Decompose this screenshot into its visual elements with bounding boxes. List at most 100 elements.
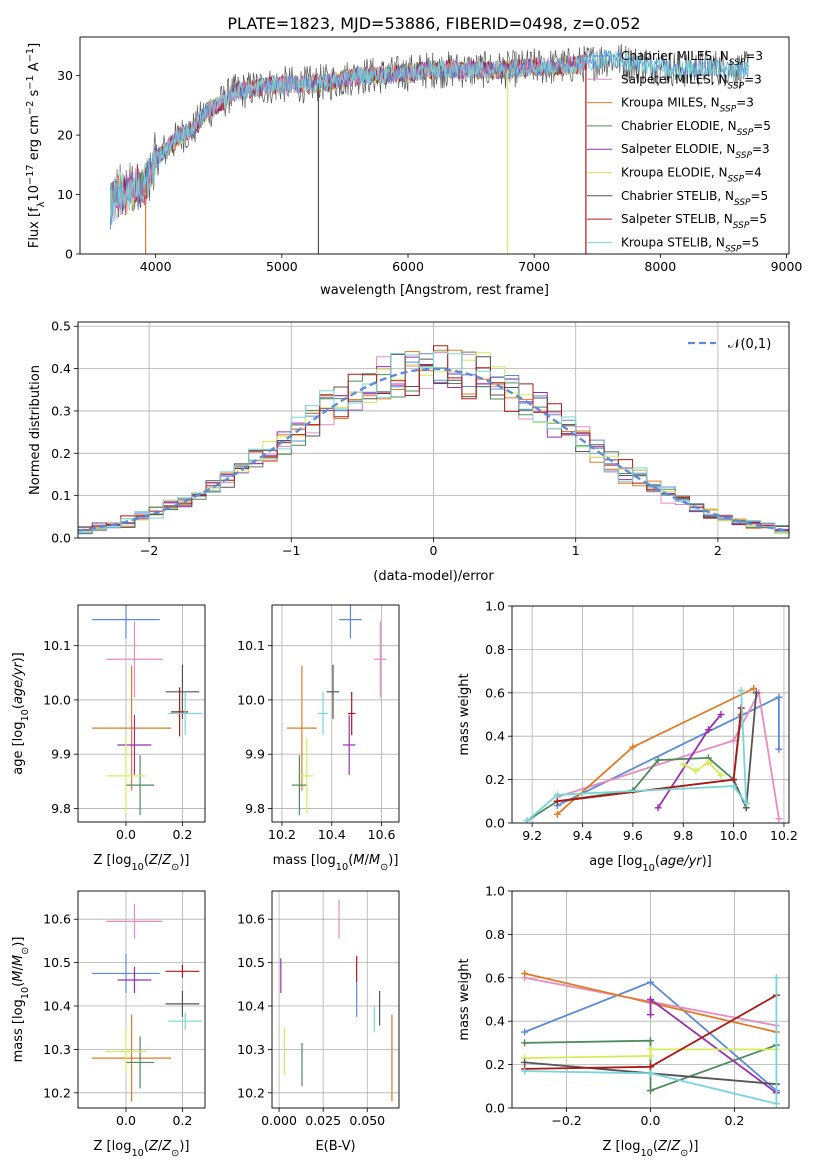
series-marker-kroupa_elodie [647,1052,654,1060]
tick-label-y: 0.0 [51,531,71,546]
tick-label-y: 9.8 [245,801,265,816]
series-line-kroupa_stelib [524,977,778,1105]
tick-label-y: 0.3 [51,403,71,418]
chart-age-vs-mass: 10.2 10.4 10.6 9.8 9.9 10.0 10.1 mass [log10(M/… [237,604,400,873]
series-marker-chabrier_miles [775,745,783,753]
series-marker-kroupa_elodie [679,760,687,768]
tick-label-x: 10.4 [318,827,346,842]
y-axis-label: mass weight [457,958,472,1040]
tick-label-y: 0.0 [485,1101,505,1116]
plot-area [92,605,203,815]
series-marker-chabrier_stelib [752,689,760,697]
legend-label-gaussian: 𝒩(0,1) [728,337,771,352]
axes-frame [79,36,790,255]
series-marker-salpeter_stelib [730,776,738,784]
tick-label-x: 10.2 [268,827,296,842]
plot-area [521,969,780,1108]
tick-label-y: 9.9 [245,747,265,762]
series-marker-salpeter_elodie [654,804,662,812]
legend-label-chabrier_miles: Chabrier MILES, NSSP=3 [621,49,763,68]
x-axis-label: (data-model)/error [373,569,494,584]
series-marker-salpeter_elodie [647,1011,654,1019]
tick-label-x: 10.6 [368,827,396,842]
tick-label-x: 7000 [518,259,550,274]
tick-label-x: 0.0 [116,827,136,842]
series-marker-kroupa_stelib [553,791,561,799]
series-line-kroupa_elodie [682,761,722,776]
tick-label-y: 10.5 [237,955,265,970]
tick-label-y: 10.0 [237,692,265,707]
tick-label-y: 10.3 [237,1042,265,1057]
x-axis-label: wavelength [Angstrom, rest frame] [320,283,549,298]
tick-label-x: −0.2 [551,1113,581,1128]
tick-label-y: 0 [65,247,73,262]
series-marker-kroupa_miles [629,743,637,751]
tick-label-x: 9.8 [673,828,693,843]
tick-label-y: 10.6 [237,912,265,927]
series-marker-salpeter_miles [775,815,783,823]
tick-label-x: 0.000 [261,1113,297,1128]
tick-label-x: 10.0 [720,828,748,843]
tick-label-x: 9.4 [573,828,593,843]
tick-label-y: 10.1 [43,638,71,653]
chart-spectrum: 4000 5000 6000 7000 8000 9000 0 10 20 30 wavelengt… [25,36,802,298]
series-marker-chabrier_miles [647,978,654,986]
tick-label-y: 0.4 [51,361,71,376]
legend-label-kroupa_miles: Kroupa MILES, NSSP=3 [621,96,754,115]
series-marker-kroupa_stelib [772,974,780,982]
axes-frame [511,605,790,824]
y-axis-label: mass weight [457,673,472,755]
tick-label-y: 10.2 [237,1085,265,1100]
tick-label-x: 0.050 [349,1113,385,1128]
series-marker-kroupa_stelib [742,799,750,807]
axes-frame [271,890,400,1109]
tick-label-x: 6000 [392,259,424,274]
x-axis-label: E(B-V) [315,1139,355,1154]
tick-label-y: 0.4 [485,1014,505,1029]
series-marker-kroupa_miles [521,969,529,977]
tick-label-x: −2 [140,543,158,558]
tick-label-x: 0.2 [172,1113,192,1128]
tick-label-y: 1.0 [485,599,505,614]
tick-label-y: 0.6 [485,970,505,985]
series-marker-kroupa_stelib [647,1069,654,1077]
chart-mass-vs-EBV: 0.000 0.025 0.050 10.2 10.3 10.4 10.5 10.6 E(B-V… [237,890,400,1154]
tick-label-y: 10.1 [237,638,265,653]
tick-label-y: 30 [57,68,73,83]
tick-label-y: 0.4 [485,729,505,744]
chart-residuals: −2 −1 0 1 2 0.0 0.1 0.2 0.3 0.4 0.5 (data-model)/er… [28,319,790,584]
tick-label-x: 2 [714,543,722,558]
legend-label-salpeter_elodie: Salpeter ELODIE, NSSP=3 [621,142,770,161]
tick-label-y: 10.0 [43,692,71,707]
plot-area [78,345,789,536]
spectrum-line-kroupa_stelib [109,49,749,222]
series-marker-chabrier_elodie [647,1087,654,1095]
plot-area [280,899,393,1102]
series-marker-chabrier_elodie [654,756,662,764]
axes-frame [271,604,400,823]
x-axis-label: Z [log10(Z/Z⊙)] [603,1139,699,1159]
y-axis-label: Flux [fλ10−17 erg cm−2 s−1 A−1] [25,43,47,248]
axes-frame [77,890,206,1109]
tick-label-y: 0.8 [485,642,505,657]
chart-weight-vs-age: 9.2 9.4 9.6 9.8 10.0 10.2 0.0 0.2 0.4 0.6 0.8 1.0 ag… [457,599,798,874]
series-marker-kroupa_stelib [772,1100,780,1108]
series-marker-kroupa_stelib [523,817,531,823]
plot-area [109,43,749,254]
series-marker-kroupa_elodie [647,1045,654,1053]
series-marker-chabrier_stelib [521,1058,529,1066]
chart-weight-vs-Z: −0.2 0.0 0.2 0.0 0.2 0.4 0.6 0.8 1.0 Z [log10(Z/Z… [457,884,790,1159]
histogram-kroupa_stelib [78,351,789,536]
plot-area [286,605,387,815]
legend-label-chabrier_elodie: Chabrier ELODIE, NSSP=5 [621,119,771,138]
tick-label-y: 10.4 [237,999,265,1014]
tick-label-x: 9.6 [623,828,643,843]
series-marker-kroupa_miles [750,684,758,692]
series-marker-kroupa_elodie [692,767,700,775]
tick-label-x: 4000 [140,259,172,274]
series-marker-kroupa_stelib [730,782,738,790]
gaussian-curve [78,367,789,532]
tick-label-x: 0.2 [172,827,192,842]
tick-label-x: 8000 [644,259,676,274]
axes-frame [77,321,790,539]
